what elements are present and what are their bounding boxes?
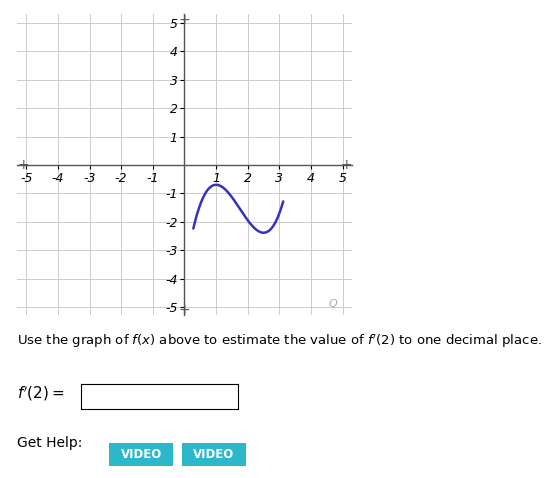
- Text: +: +: [17, 158, 29, 172]
- Text: +: +: [179, 303, 190, 317]
- Text: +: +: [179, 13, 190, 27]
- Text: Q: Q: [329, 299, 338, 309]
- Text: Get Help:: Get Help:: [17, 436, 82, 450]
- Text: VIDEO: VIDEO: [193, 448, 234, 461]
- Text: VIDEO: VIDEO: [121, 448, 162, 461]
- Text: Use the graph of $f(x)$ above to estimate the value of $f'(2)$ to one decimal pl: Use the graph of $f(x)$ above to estimat…: [17, 332, 542, 350]
- Text: +: +: [340, 158, 352, 172]
- Text: $f'(2)=$: $f'(2)=$: [17, 385, 64, 403]
